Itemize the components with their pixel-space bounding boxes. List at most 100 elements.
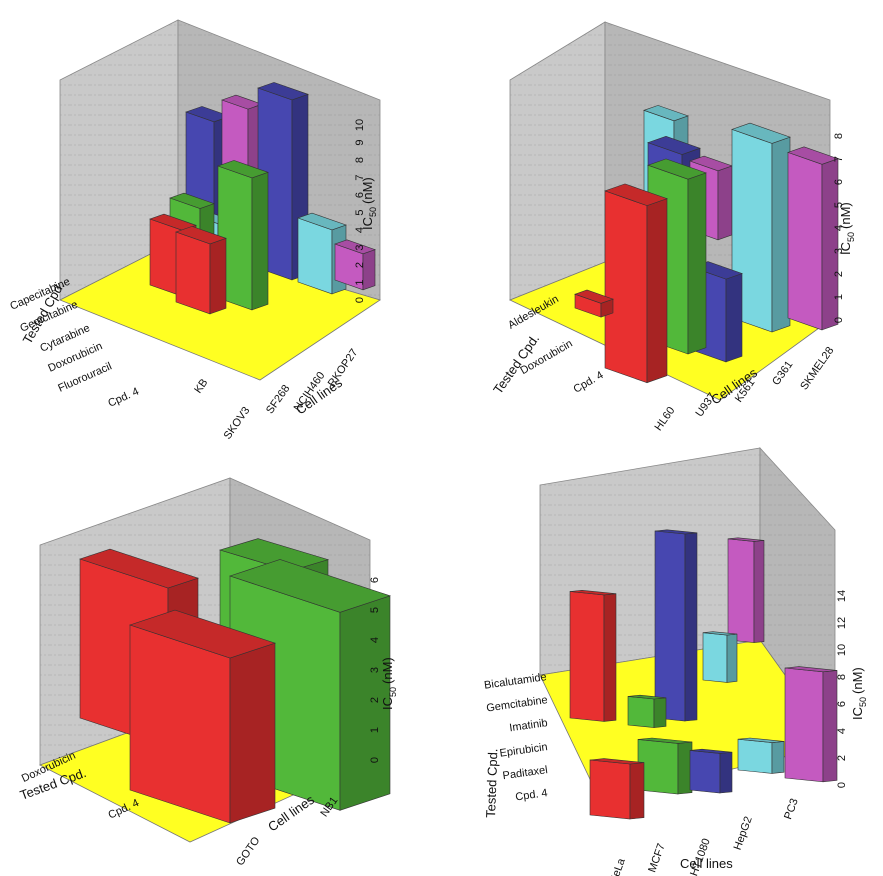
z-tick-label: 3 <box>354 244 366 250</box>
x-tick-label: MCF7 <box>646 842 668 874</box>
bar-doxorubicin-skov3 <box>217 160 269 311</box>
x-tick-label: SKMEL28 <box>798 345 836 392</box>
bar-epirubicin-mcf7 <box>637 737 693 795</box>
z-tick-label: 3 <box>369 667 381 673</box>
x-tick-label: GOTO <box>234 834 263 868</box>
z-tick-label: 5 <box>354 209 366 215</box>
x-axis-label: Cell lines <box>680 856 733 871</box>
svg-text:IC50(nM): IC50 (nM) <box>838 202 856 255</box>
z-tick-labels: 0 1 2 3 4 5 6 <box>369 577 381 763</box>
z-tick-label: 8 <box>833 133 845 139</box>
z-tick-label: 7 <box>833 156 845 162</box>
z-axis-label-unit: (nM) <box>380 657 395 684</box>
z-tick-label: 4 <box>369 637 381 643</box>
y-tick-label: Bicalutamide <box>483 671 547 692</box>
chart-panel-1: CapecitabineGemcitabineCytarabineDoxorub… <box>8 19 381 442</box>
x-tick-label: SF268 <box>264 383 292 416</box>
y-tick-label: Epirubicin <box>499 741 549 760</box>
z-axis-label: IC50 (nM) <box>838 202 856 255</box>
bars <box>569 529 838 820</box>
bar-bicalutamide-pc3 <box>784 666 838 783</box>
y-tick-label: Imatinib <box>509 717 549 734</box>
z-tick-label: 10 <box>836 644 848 656</box>
z-axis-label-main: IC <box>360 217 375 230</box>
back-wall-left <box>509 21 606 301</box>
z-tick-label: 5 <box>369 607 381 613</box>
z-axis-label-main: IC <box>850 707 865 720</box>
bar-cpd4-hl60 <box>604 183 668 384</box>
bars <box>574 105 839 384</box>
svg-text:IC50(nM): IC50 (nM) <box>380 657 398 710</box>
z-axis-label-sub: 50 <box>846 232 856 242</box>
z-tick-labels: 0 2 4 6 8 10 12 14 <box>836 590 848 788</box>
bar-aldesleukin-hl60 <box>574 289 614 318</box>
bars <box>79 538 391 824</box>
z-tick-label: 2 <box>833 271 845 277</box>
z-axis-label-sub: 50 <box>368 207 378 217</box>
z-tick-label: 1 <box>354 279 366 285</box>
x-tick-label: KB <box>192 377 210 396</box>
z-axis-label-unit: (nM) <box>838 202 853 229</box>
x-tick-label: HL60 <box>653 405 678 433</box>
z-tick-label: 1 <box>833 294 845 300</box>
z-tick-label: 5 <box>833 202 845 208</box>
z-axis-label: IC50 (nM) <box>380 657 398 710</box>
z-tick-label: 0 <box>836 782 848 788</box>
x-tick-label: SKOV3 <box>222 405 253 442</box>
z-axis-label-unit: (nM) <box>850 667 865 694</box>
z-tick-label: 2 <box>369 697 381 703</box>
z-tick-label: 1 <box>369 727 381 733</box>
bar-cpd4-hela <box>569 589 617 722</box>
bar-epirubicin-ht1080 <box>689 748 733 794</box>
z-tick-label: 6 <box>833 179 845 185</box>
bar-cpd4-goto <box>129 609 276 824</box>
z-axis-label: IC50 (nM) <box>850 667 868 720</box>
z-tick-label: 0 <box>369 757 381 763</box>
y-tick-label: Cpd. 4 <box>515 787 549 803</box>
z-tick-label: 9 <box>354 139 366 145</box>
x-tick-label: G361 <box>770 359 795 388</box>
x-tick-label: PC3 <box>782 797 801 821</box>
z-tick-label: 6 <box>369 577 381 583</box>
z-axis-label-unit: (nM) <box>360 177 375 204</box>
bar-capecitabine-rkop27 <box>334 239 376 291</box>
z-axis-label-main: IC <box>380 697 395 710</box>
y-tick-label: Cpd. 4 <box>106 386 140 410</box>
bar-paditaxel-hela <box>589 758 645 820</box>
z-tick-label: 4 <box>836 728 848 734</box>
z-tick-label: 10 <box>354 119 366 131</box>
y-tick-label: Gemcitabine <box>486 694 549 714</box>
z-tick-label: 2 <box>354 262 366 268</box>
z-axis-label-sub: 50 <box>858 697 868 707</box>
z-tick-labels: 0 1 2 3 4 5 6 7 8 <box>833 133 845 323</box>
bar-paditaxel-mcf7 <box>627 694 667 728</box>
z-tick-label: 4 <box>833 225 845 231</box>
z-tick-labels: 0 1 2 3 4 5 6 7 8 9 10 <box>354 119 366 303</box>
z-tick-label: 0 <box>354 297 366 303</box>
z-tick-label: 6 <box>354 192 366 198</box>
z-axis-label-main: IC <box>838 242 853 255</box>
z-tick-label: 8 <box>354 157 366 163</box>
svg-text:IC50(nM): IC50 (nM) <box>360 177 378 230</box>
z-tick-label: 3 <box>833 248 845 254</box>
z-tick-label: 4 <box>354 227 366 233</box>
bar-imatinib-hepg2 <box>702 631 738 683</box>
y-tick-label: Paditaxel <box>502 764 548 782</box>
bar-gemcitabine-ht1080 <box>654 529 698 722</box>
y-axis-label: Tested Cpd. <box>483 748 500 818</box>
z-tick-label: 8 <box>836 674 848 680</box>
svg-text:IC50(nM): IC50 (nM) <box>850 667 868 720</box>
bar-aldesleukin-g361 <box>787 146 839 331</box>
y-tick-label: Cpd. 4 <box>571 369 605 396</box>
z-tick-label: 0 <box>833 317 845 323</box>
z-tick-label: 12 <box>836 617 848 629</box>
z-tick-label: 7 <box>354 174 366 180</box>
bar-imatinib-hepg2-front <box>737 737 785 774</box>
x-tick-label: HepG2 <box>732 815 755 852</box>
